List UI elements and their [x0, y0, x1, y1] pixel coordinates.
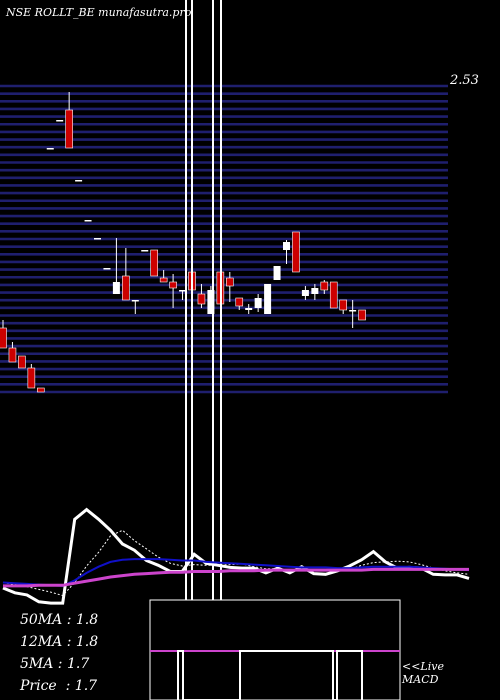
- candle-body: [75, 180, 83, 182]
- candle-body: [46, 148, 54, 150]
- candle-body: [0, 327, 7, 349]
- price-sep: :: [56, 678, 75, 694]
- macd-histogram: [177, 650, 363, 700]
- candle-body: [292, 231, 300, 273]
- candle-body: [141, 250, 149, 252]
- candle-body: [358, 309, 366, 321]
- ma-line-12ma: [2, 558, 470, 587]
- ma5-name: 5MA: [20, 656, 54, 672]
- candle-body: [320, 281, 329, 291]
- price-value: 1.7: [74, 678, 98, 694]
- candle-body: [301, 290, 309, 296]
- ma5-label: 5MA : 1.7: [20, 656, 90, 672]
- price-label: Price : 1.7: [20, 678, 97, 694]
- live-macd-line2: MACD: [402, 673, 439, 686]
- candle-body: [179, 290, 187, 292]
- candle-body: [264, 284, 272, 314]
- candle-body: [131, 300, 139, 302]
- candle-body: [56, 120, 64, 122]
- candle-body: [311, 288, 319, 294]
- candle-body: [339, 299, 348, 311]
- candle-body: [169, 281, 177, 289]
- candle-body: [283, 242, 290, 250]
- live-macd-line1: <<Live: [402, 660, 444, 673]
- candle-body: [103, 268, 111, 270]
- candle-body: [8, 347, 17, 363]
- ma50-name: 50MA: [20, 612, 63, 628]
- live-macd-link[interactable]: <<Live MACD: [402, 660, 462, 686]
- candle-body: [65, 109, 73, 149]
- ma5-value: 1.7: [66, 656, 90, 672]
- candle-body: [245, 308, 253, 310]
- ma-line-50ma: [3, 567, 469, 588]
- candle-body: [226, 277, 234, 287]
- candle-body: [122, 275, 130, 301]
- candle-body: [159, 277, 168, 283]
- candle-body: [112, 282, 120, 294]
- candle-body: [235, 297, 244, 307]
- candle-body: [150, 249, 158, 277]
- price-name: Price: [20, 678, 57, 694]
- ma12-label: 12MA : 1.8: [20, 634, 99, 650]
- candle-body: [273, 266, 281, 280]
- candle-body: [329, 281, 338, 309]
- ma12-value: 1.8: [75, 634, 99, 650]
- candle-body: [197, 293, 206, 305]
- candle-body: [18, 355, 26, 369]
- candle-body: [27, 367, 36, 389]
- price-top-label: 2.53: [449, 73, 479, 88]
- ma-line-price: [2, 507, 470, 605]
- chart-title: NSE ROLLT_BE munafasutra.pro: [6, 6, 192, 19]
- candle-body: [349, 310, 357, 312]
- candle-body: [36, 387, 45, 393]
- candle-body: [84, 220, 92, 222]
- candle-body: [207, 290, 215, 314]
- ma50-label: 50MA : 1.8: [20, 612, 99, 628]
- candle-body: [94, 238, 101, 240]
- candle-body: [254, 298, 262, 308]
- ma12-name: 12MA: [20, 634, 63, 650]
- ma50-value: 1.8: [75, 612, 99, 628]
- ma-line-5ma: [2, 529, 470, 597]
